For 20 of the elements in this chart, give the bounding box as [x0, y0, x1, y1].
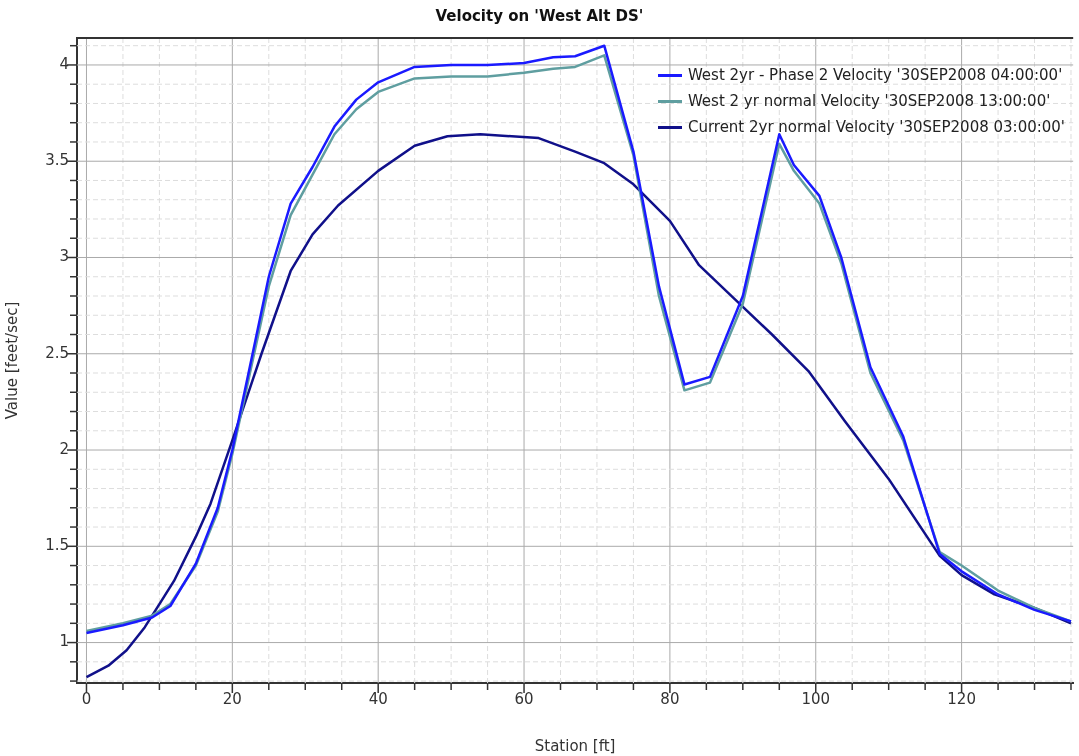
- y-axis-title: Value [feet/sec]: [2, 301, 21, 420]
- y-tick-label: 2.5: [45, 343, 69, 362]
- x-axis-title: Station [ft]: [534, 736, 616, 755]
- y-tick-label: 2: [59, 439, 69, 458]
- x-tick-label: 100: [801, 689, 831, 708]
- x-tick-label: 120: [947, 689, 976, 708]
- legend-label: West 2 yr normal Velocity '30SEP2008 13:00:00': [687, 92, 1051, 110]
- x-tick-label: 60: [514, 689, 534, 708]
- x-tick-label: 20: [222, 689, 242, 708]
- y-tick-label: 3.5: [45, 151, 69, 170]
- legend-label: West 2yr - Phase 2 Velocity '30SEP2008 04:00:00': [687, 66, 1063, 84]
- y-tick-label: 1.5: [45, 536, 69, 555]
- legend-label: Current 2yr normal Velocity '30SEP2008 03:00:00': [687, 118, 1065, 136]
- y-tick-label: 1: [59, 632, 69, 651]
- y-tick-label: 4: [59, 54, 69, 73]
- chart-title: Velocity on 'West Alt DS': [435, 6, 644, 25]
- y-tick-label: 3: [59, 247, 69, 266]
- x-tick-label: 0: [81, 689, 92, 708]
- x-tick-label: 40: [368, 689, 388, 708]
- x-tick-label: 80: [660, 689, 680, 708]
